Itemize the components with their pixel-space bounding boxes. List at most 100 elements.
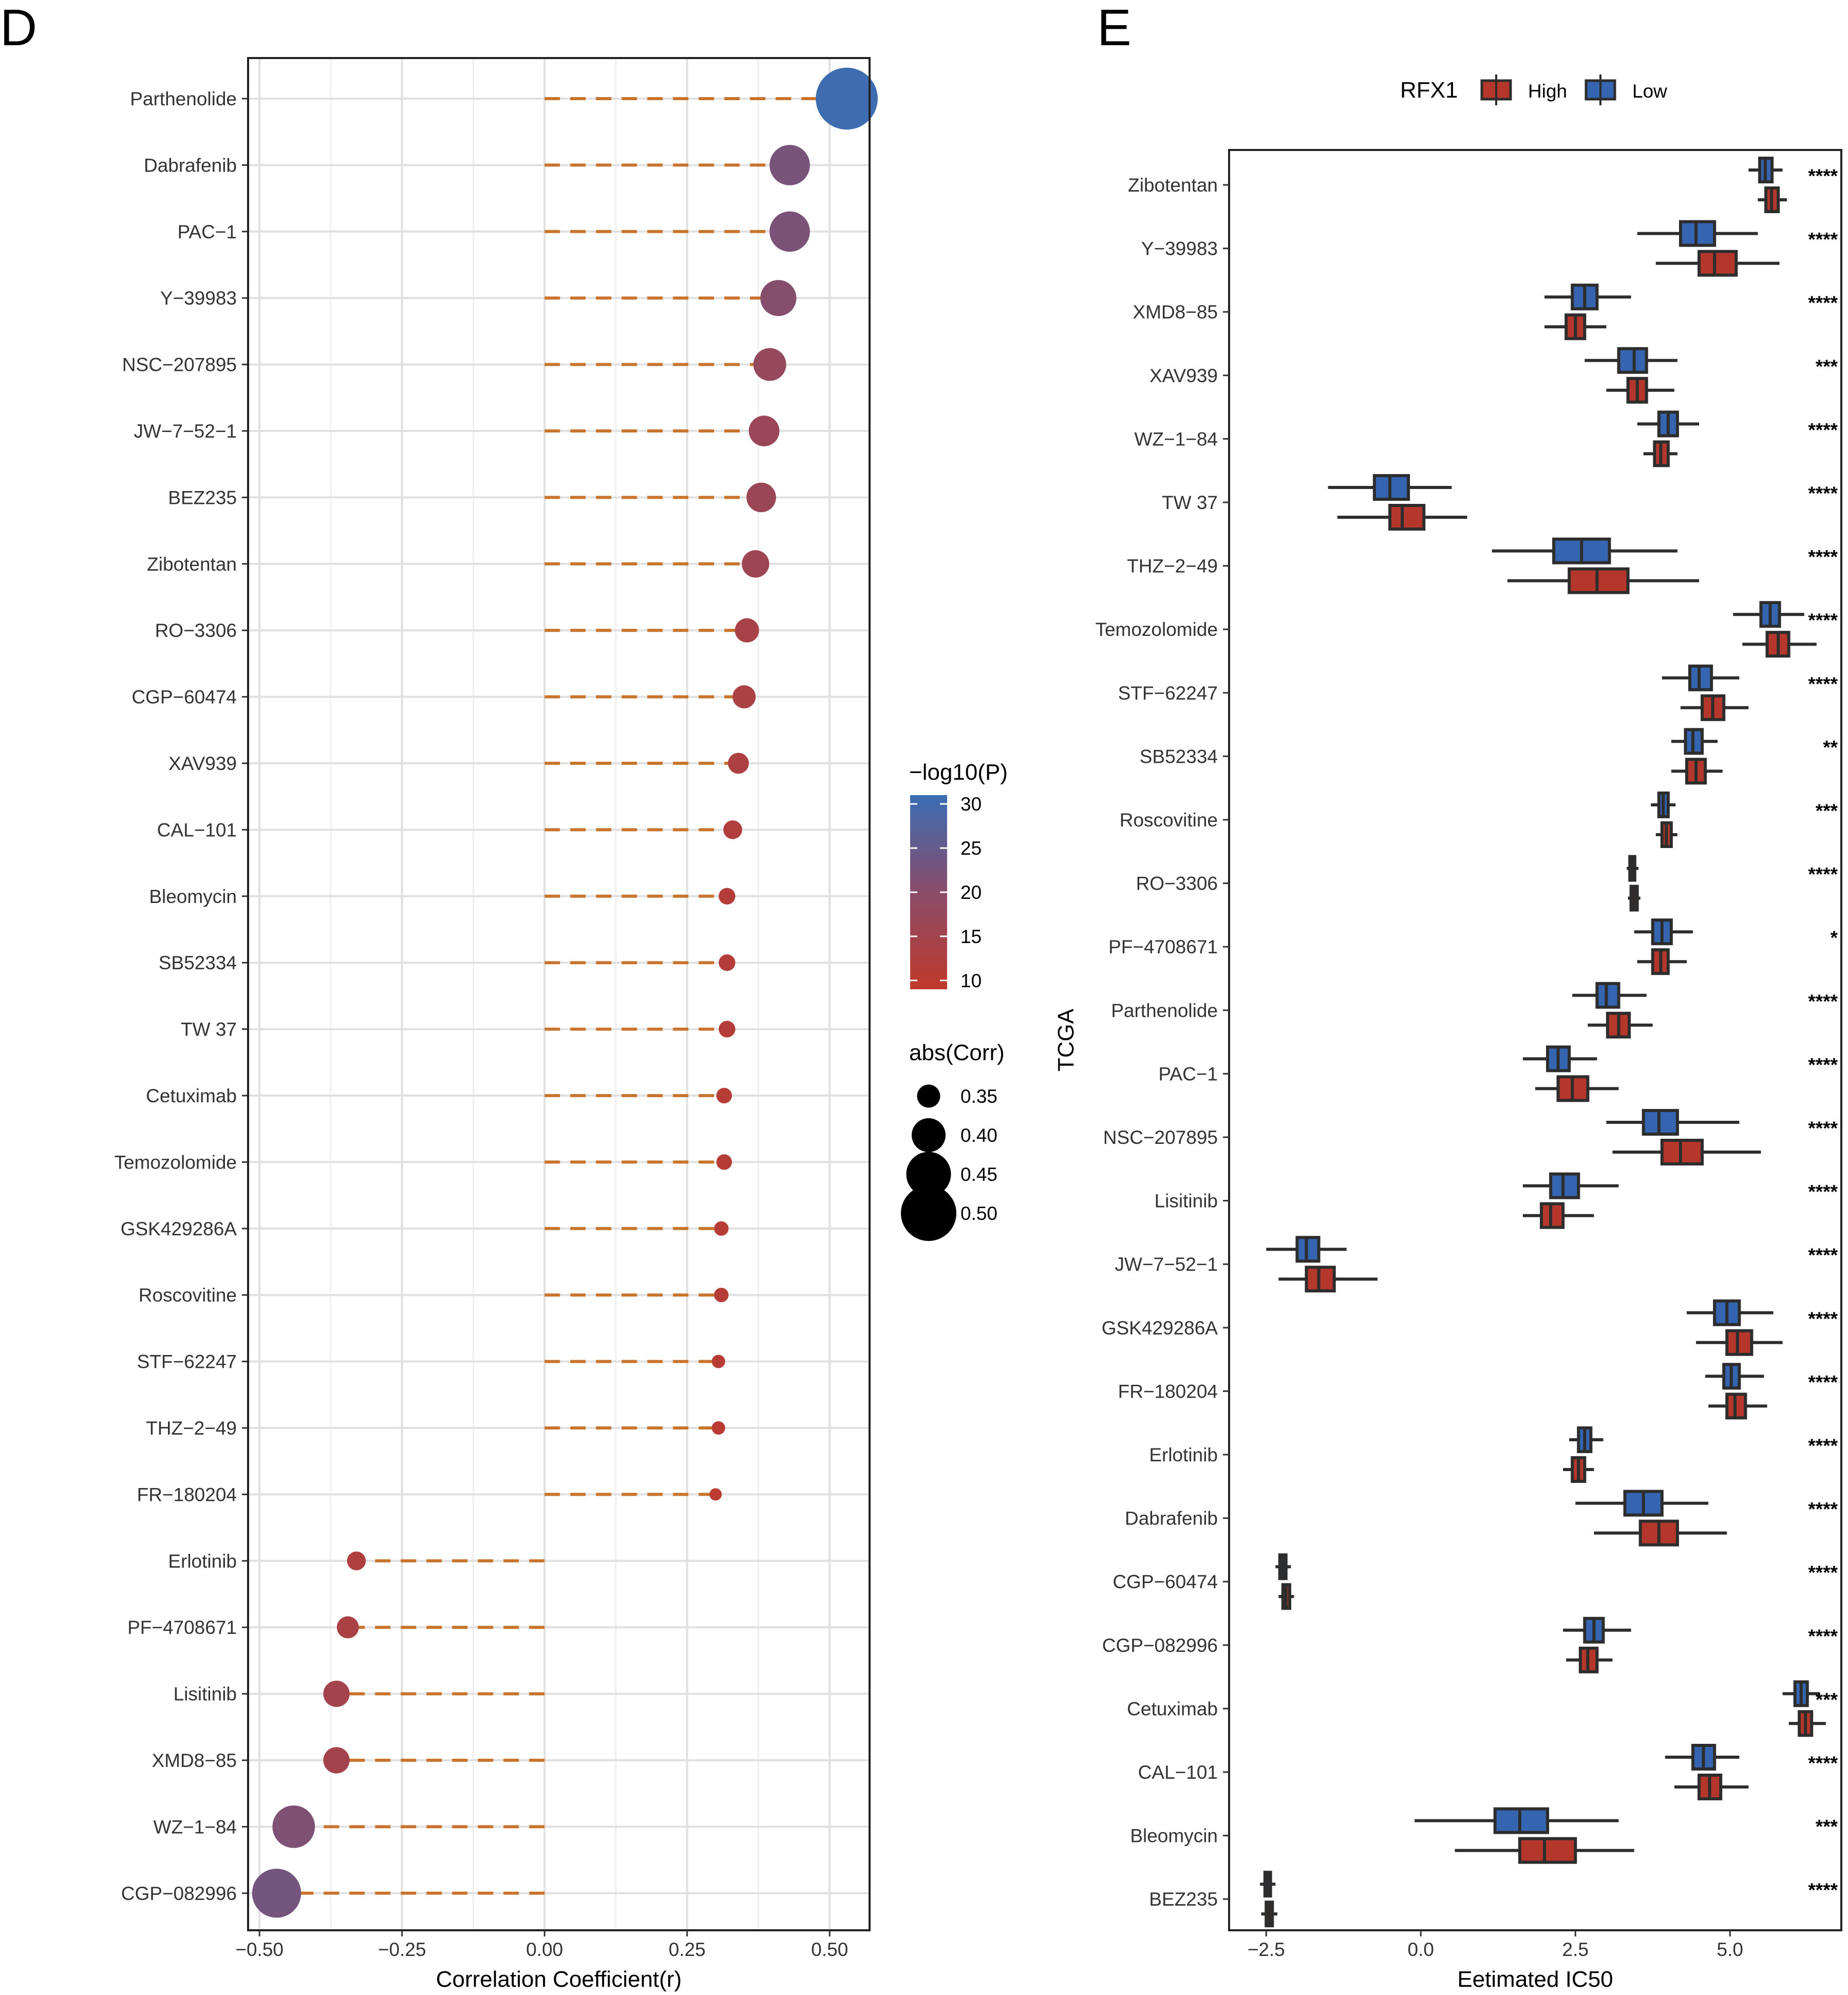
significance-stars: *** bbox=[1816, 1689, 1838, 1710]
y-tick-label: Y−39983 bbox=[1141, 238, 1218, 259]
data-point bbox=[816, 67, 878, 130]
x-axis-title: Correlation Coefficient(r) bbox=[436, 1967, 682, 1992]
y-tick-label: GSK429286A bbox=[121, 1218, 237, 1239]
x-tick-label: −0.25 bbox=[378, 1939, 426, 1960]
x-tick-label: 0.50 bbox=[811, 1939, 848, 1960]
data-point bbox=[732, 685, 756, 709]
y-tick-label: Zibotentan bbox=[1128, 175, 1218, 196]
significance-stars: **** bbox=[1808, 483, 1838, 504]
panel-d-lollipop-chart: Parthenolide Dabrafenib PAC−1 Y−39983 NSC−20… bbox=[114, 57, 1008, 1992]
y-tick-label: STF−62247 bbox=[1118, 683, 1218, 704]
iqr-box bbox=[1372, 474, 1410, 501]
y-tick-label: XMD8−85 bbox=[152, 1750, 237, 1771]
significance-stars: **** bbox=[1808, 610, 1838, 631]
size-legend-dot bbox=[917, 1084, 940, 1108]
y-tick-label: CGP−60474 bbox=[1112, 1571, 1218, 1592]
y-tick-label: Roscovitine bbox=[1120, 810, 1218, 831]
iqr-box bbox=[1642, 1109, 1679, 1136]
data-point bbox=[711, 1421, 725, 1435]
data-point bbox=[719, 888, 736, 905]
data-point bbox=[769, 145, 810, 185]
significance-stars: **** bbox=[1808, 1879, 1838, 1900]
data-point bbox=[728, 752, 749, 774]
y-tick-label: BEZ235 bbox=[168, 487, 237, 508]
y-tick-label: BEZ235 bbox=[1149, 1889, 1218, 1910]
data-point bbox=[323, 1747, 350, 1774]
colorbar-label: 10 bbox=[960, 970, 982, 991]
significance-stars: ** bbox=[1823, 737, 1838, 758]
data-point bbox=[714, 1221, 729, 1236]
y-tick-label: XAV939 bbox=[1149, 365, 1218, 386]
color-legend-title: −log10(P) bbox=[909, 760, 1008, 785]
y-tick-label: THZ−2−49 bbox=[146, 1418, 237, 1439]
data-point bbox=[709, 1488, 722, 1501]
y-tick-label: Dabrafenib bbox=[1125, 1508, 1218, 1529]
panel-e-letter: E bbox=[1097, 0, 1132, 57]
plot-border bbox=[1228, 149, 1842, 1931]
significance-stars: **** bbox=[1808, 1435, 1838, 1456]
iqr-box bbox=[1518, 1837, 1577, 1864]
y-tick-label: WZ−1−84 bbox=[154, 1816, 237, 1837]
iqr-box bbox=[1725, 1329, 1753, 1356]
data-point bbox=[742, 550, 769, 578]
y-tick-label: Temozolomide bbox=[114, 1152, 237, 1173]
significance-stars: **** bbox=[1808, 1626, 1838, 1647]
data-point bbox=[252, 1869, 301, 1918]
y-tick-label: TW 37 bbox=[1162, 492, 1218, 513]
data-point bbox=[336, 1616, 359, 1639]
significance-stars: *** bbox=[1816, 800, 1838, 821]
significance-stars: **** bbox=[1808, 1181, 1838, 1202]
y-tick-label: JW−7−52−1 bbox=[134, 421, 237, 442]
y-tick-label: PAC−1 bbox=[177, 221, 237, 242]
significance-stars: **** bbox=[1808, 1054, 1838, 1075]
y-tick-label: SB52334 bbox=[159, 952, 237, 973]
y-tick-label: Parthenolide bbox=[130, 88, 237, 109]
y-tick-label: TW 37 bbox=[181, 1019, 237, 1040]
y-tick-label: WZ−1−84 bbox=[1135, 428, 1218, 449]
iqr-box bbox=[1305, 1266, 1336, 1293]
y-tick-label: CGP−082996 bbox=[1102, 1635, 1218, 1656]
iqr-box bbox=[1660, 1139, 1704, 1165]
data-point bbox=[734, 618, 759, 643]
iqr-box bbox=[1493, 1807, 1550, 1834]
significance-stars: **** bbox=[1808, 673, 1838, 694]
y-tick-label: STF−62247 bbox=[137, 1351, 237, 1372]
y-tick-label: GSK429286A bbox=[1102, 1318, 1218, 1339]
iqr-box bbox=[1617, 347, 1648, 374]
data-point bbox=[719, 954, 736, 971]
significance-stars: **** bbox=[1808, 1753, 1838, 1774]
y-tick-label: PF−4708671 bbox=[1108, 936, 1218, 957]
y-tick-label: SB52334 bbox=[1140, 746, 1218, 767]
panel-d-letter: D bbox=[0, 0, 37, 57]
significance-stars: **** bbox=[1808, 229, 1838, 250]
significance-stars: **** bbox=[1808, 1245, 1838, 1266]
data-point bbox=[769, 211, 810, 252]
y-tick-label: XMD8−85 bbox=[1133, 302, 1218, 323]
data-point bbox=[753, 348, 786, 381]
y-tick-label: RO−3306 bbox=[1136, 873, 1218, 894]
size-legend-dot bbox=[906, 1152, 951, 1197]
significance-stars: **** bbox=[1808, 547, 1838, 568]
y-tick-label: CGP−082996 bbox=[121, 1883, 237, 1904]
y-tick-label: CGP−60474 bbox=[131, 687, 237, 708]
significance-stars: **** bbox=[1808, 1371, 1838, 1392]
data-point bbox=[760, 280, 797, 316]
data-point bbox=[716, 1087, 732, 1104]
y-tick-label: CAL−101 bbox=[157, 819, 237, 840]
y-tick-label: Dabrafenib bbox=[144, 155, 237, 176]
legend-label: High bbox=[1528, 81, 1567, 102]
y-tick-label: Cetuximab bbox=[1127, 1698, 1218, 1719]
y-tick-label: NSC−207895 bbox=[122, 354, 237, 375]
data-point bbox=[711, 1354, 725, 1368]
significance-stars: **** bbox=[1808, 1118, 1838, 1139]
significance-stars: **** bbox=[1808, 1562, 1838, 1583]
y-tick-label: Erlotinib bbox=[168, 1551, 237, 1572]
y-tick-label: THZ−2−49 bbox=[1127, 556, 1218, 577]
iqr-box bbox=[1388, 504, 1426, 531]
significance-stars: *** bbox=[1816, 1816, 1838, 1837]
significance-stars: **** bbox=[1808, 419, 1838, 440]
y-tick-label: JW−7−52−1 bbox=[1115, 1254, 1218, 1275]
size-legend-dot bbox=[901, 1185, 956, 1241]
